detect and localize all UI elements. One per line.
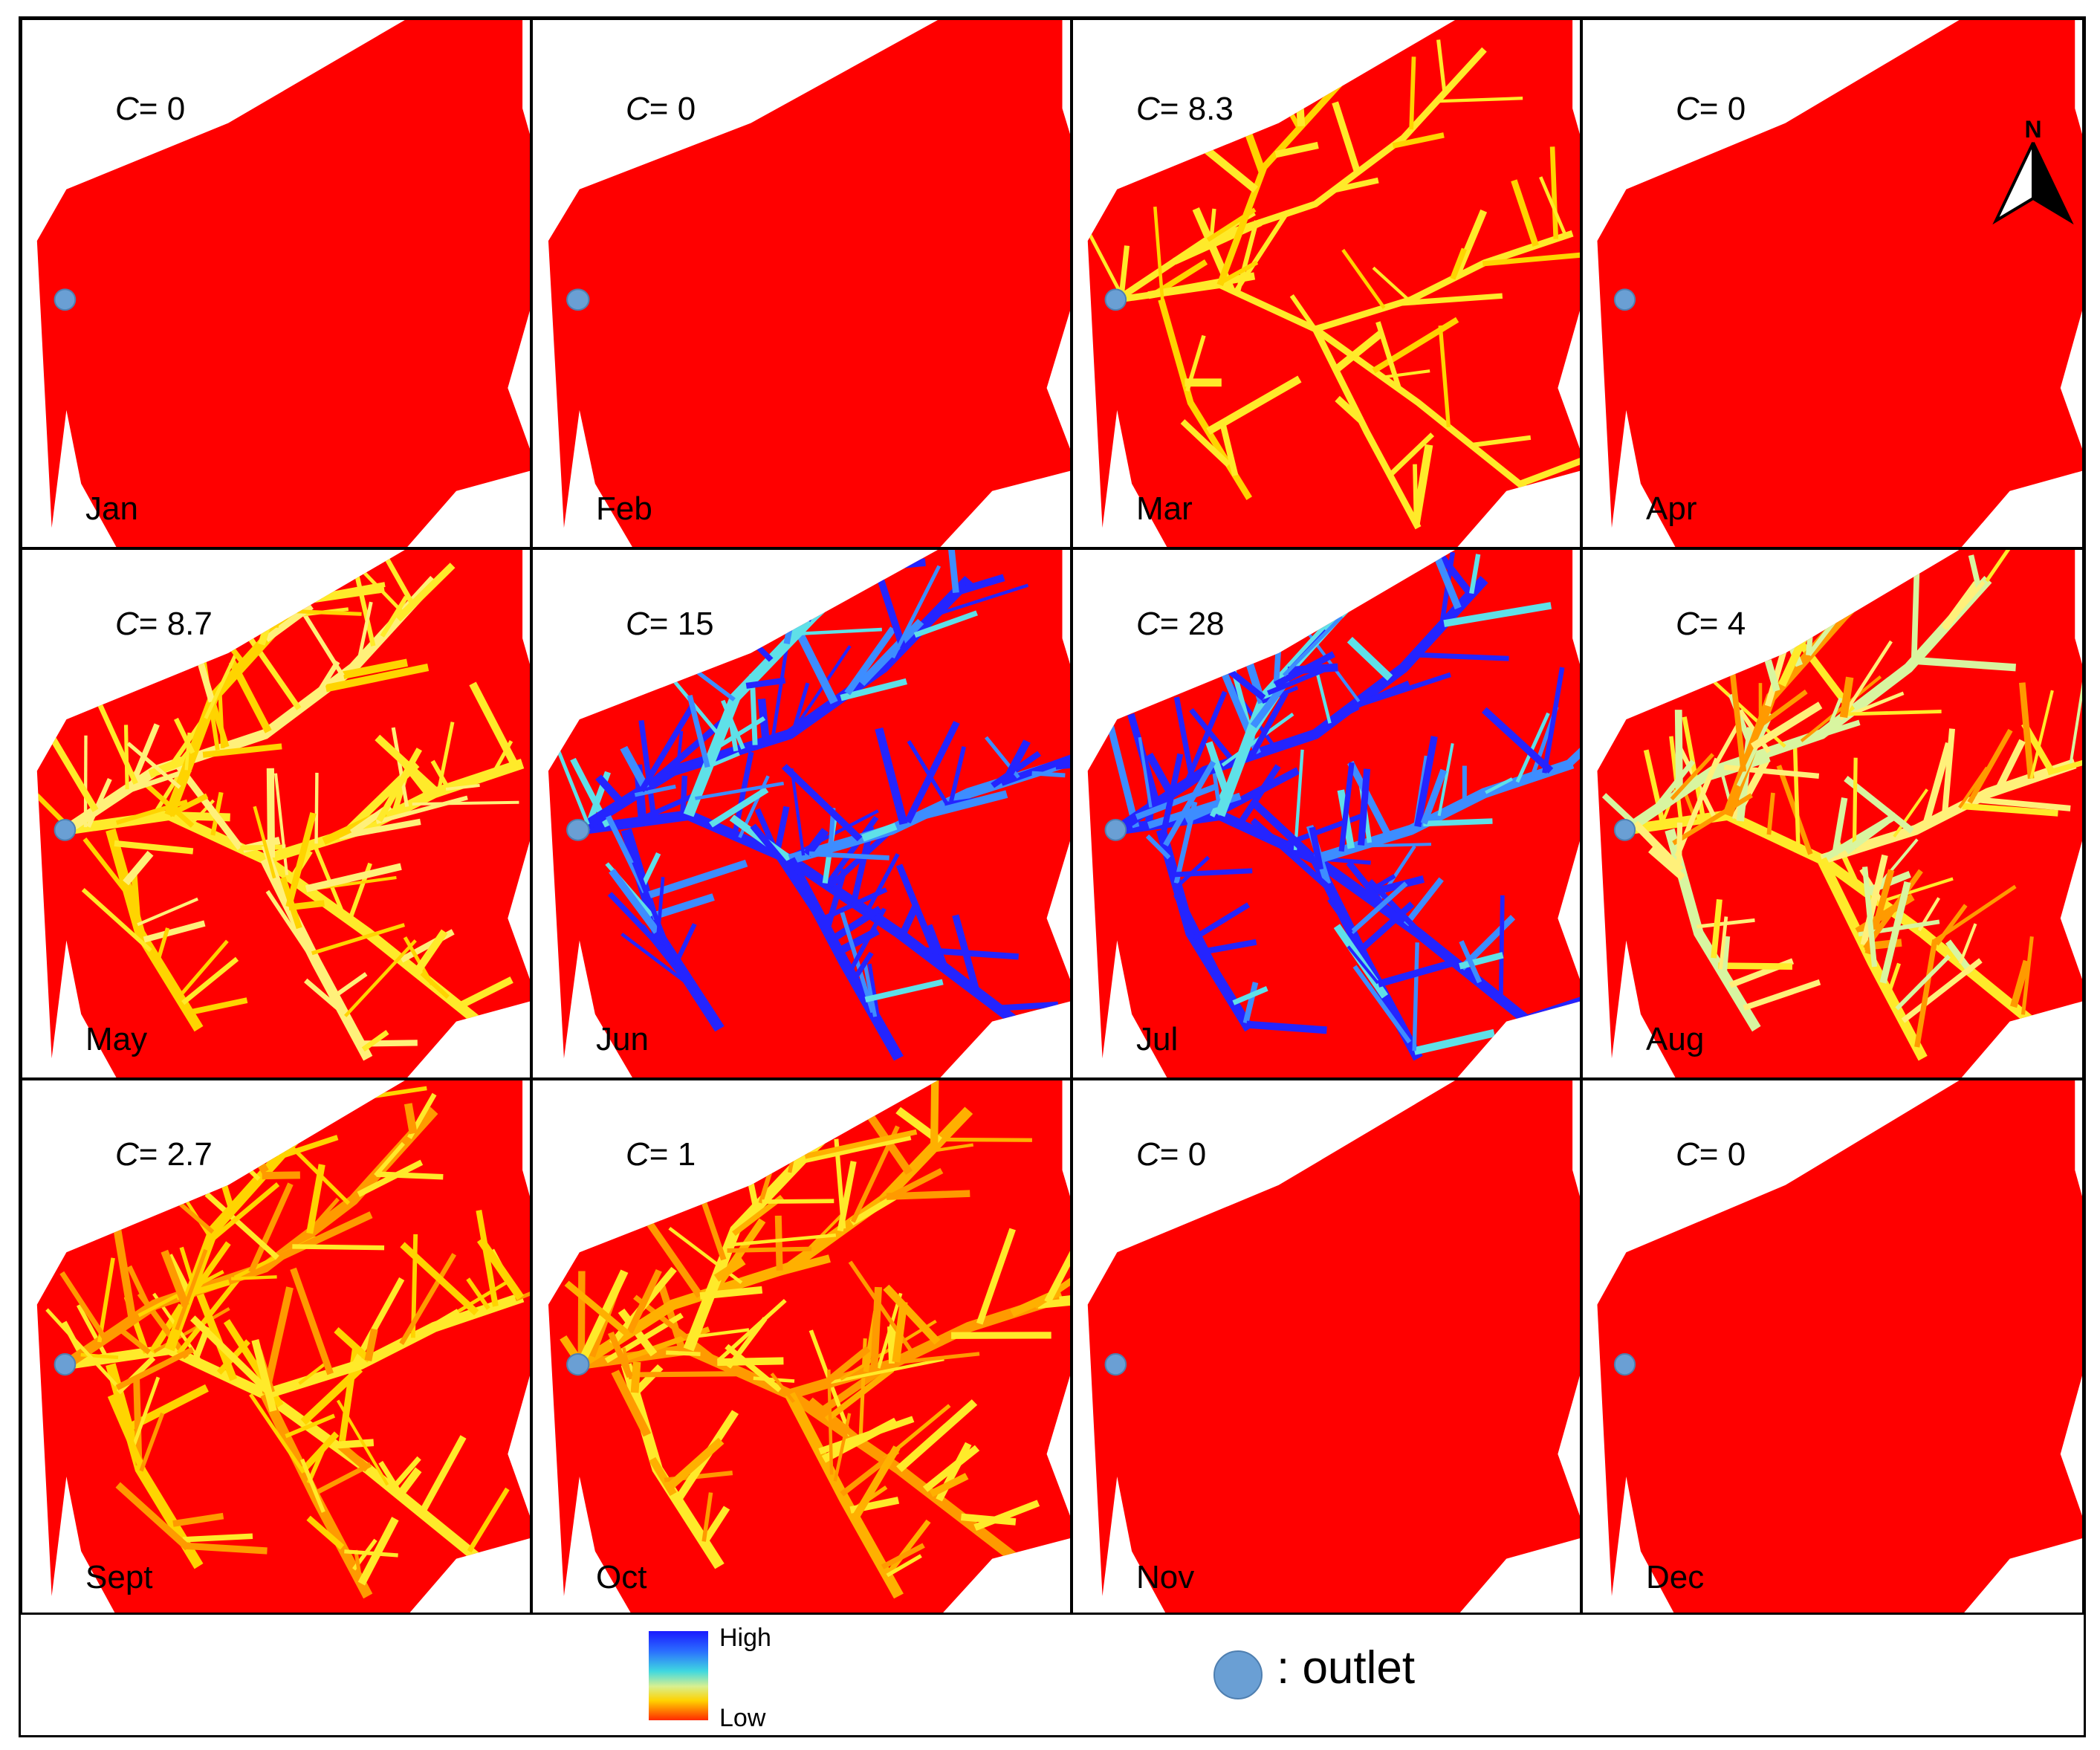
month-label: Mar bbox=[1136, 490, 1193, 527]
basin-map bbox=[36, 550, 530, 1077]
month-label: Oct bbox=[596, 1559, 647, 1595]
map-panel-mar: C= 8.3 Mar bbox=[1072, 19, 1581, 548]
outlet-marker bbox=[1613, 818, 1636, 841]
month-label: Sept bbox=[85, 1559, 153, 1595]
outlet-marker bbox=[1613, 288, 1636, 311]
c-value-label: C= 28 bbox=[1136, 606, 1225, 642]
basin-map bbox=[36, 1080, 530, 1615]
c-value-label: C= 0 bbox=[1136, 1136, 1207, 1173]
drainage-network bbox=[36, 550, 530, 1061]
outlet-legend-icon bbox=[1213, 1650, 1263, 1699]
map-panel-dec: C= 0 Dec bbox=[1581, 1079, 2084, 1617]
month-label: Feb bbox=[596, 490, 652, 527]
month-label: Apr bbox=[1646, 490, 1697, 527]
ramp-high-label: High bbox=[719, 1624, 771, 1652]
c-value-label: C= 0 bbox=[115, 91, 186, 127]
basin-area bbox=[1087, 550, 1580, 1077]
outlet-marker bbox=[54, 288, 77, 311]
color-ramp bbox=[649, 1631, 708, 1720]
map-panel-sept: C= 2.7 Sept bbox=[21, 1079, 531, 1617]
panel-grid: C= 0 Jan C= 0 Feb C= 8.3 Mar C= 0 Apr N C= 8.7 May… bbox=[19, 16, 2086, 1617]
basin-map bbox=[548, 550, 1070, 1077]
outlet-marker bbox=[1613, 1353, 1636, 1376]
map-panel-aug: C= 4 Aug bbox=[1581, 548, 2084, 1079]
drainage-network bbox=[560, 1080, 1070, 1599]
map-panel-jan: C= 0 Jan bbox=[21, 19, 531, 548]
c-value-label: C= 0 bbox=[626, 91, 696, 127]
drainage-network bbox=[554, 550, 1070, 1061]
basin-map bbox=[1087, 20, 1580, 547]
map-panel-feb: C= 0 Feb bbox=[531, 19, 1072, 548]
map-panel-jun: C= 15 Jun bbox=[531, 548, 1072, 1079]
basin-map bbox=[1597, 1080, 2082, 1615]
month-label: Jul bbox=[1136, 1021, 1179, 1057]
basin-area bbox=[36, 20, 530, 547]
basin-area bbox=[1597, 20, 2082, 547]
month-label: Jan bbox=[85, 490, 138, 527]
map-panel-jul: C= 28 Jul bbox=[1072, 548, 1581, 1079]
outlet-legend-label: : outlet bbox=[1277, 1642, 1416, 1694]
month-label: Nov bbox=[1136, 1559, 1195, 1595]
basin-map bbox=[548, 1080, 1070, 1615]
ramp-low-label: Low bbox=[719, 1704, 766, 1732]
basin-area bbox=[548, 20, 1070, 547]
map-panel-oct: C= 1 Oct bbox=[531, 1079, 1072, 1617]
basin-map bbox=[36, 20, 530, 547]
outlet-marker bbox=[566, 818, 590, 841]
c-value-label: C= 15 bbox=[626, 606, 714, 642]
outlet-marker bbox=[1104, 288, 1127, 311]
map-panel-may: C= 8.7 May bbox=[21, 548, 531, 1079]
c-value-label: C= 8.7 bbox=[115, 606, 213, 642]
basin-map bbox=[1087, 550, 1580, 1077]
legend-row: High Low : outlet bbox=[19, 1613, 2086, 1737]
c-value-label: C= 8.3 bbox=[1136, 91, 1234, 127]
c-value-label: C= 4 bbox=[1676, 606, 1746, 642]
basin-map bbox=[1087, 1080, 1580, 1615]
drainage-network bbox=[1087, 20, 1580, 530]
map-panel-apr: C= 0 Apr N bbox=[1581, 19, 2084, 548]
north-arrow-icon: N bbox=[1992, 116, 2074, 225]
c-value-label: C= 0 bbox=[1676, 1136, 1746, 1173]
c-value-label: C= 1 bbox=[626, 1136, 696, 1173]
basin-area bbox=[1597, 1080, 2082, 1615]
outlet-marker bbox=[54, 1353, 77, 1376]
outlet-marker bbox=[1104, 1353, 1127, 1376]
basin-map bbox=[548, 20, 1070, 547]
outlet-marker bbox=[54, 818, 77, 841]
basin-map bbox=[1597, 550, 2082, 1077]
basin-map bbox=[1597, 20, 2082, 547]
c-value-label: C= 2.7 bbox=[115, 1136, 213, 1173]
basin-area bbox=[36, 550, 530, 1077]
c-value-label: C= 0 bbox=[1676, 91, 1746, 127]
month-label: Dec bbox=[1646, 1559, 1705, 1595]
outlet-marker bbox=[566, 288, 590, 311]
basin-area bbox=[1087, 1080, 1580, 1615]
month-label: May bbox=[85, 1021, 148, 1057]
month-label: Jun bbox=[596, 1021, 649, 1057]
map-panel-nov: C= 0 Nov bbox=[1072, 1079, 1581, 1617]
drainage-network bbox=[1106, 550, 1580, 1061]
north-label: N bbox=[2024, 116, 2041, 143]
month-label: Aug bbox=[1646, 1021, 1705, 1057]
outlet-marker bbox=[566, 1353, 590, 1376]
outlet-marker bbox=[1104, 818, 1127, 841]
